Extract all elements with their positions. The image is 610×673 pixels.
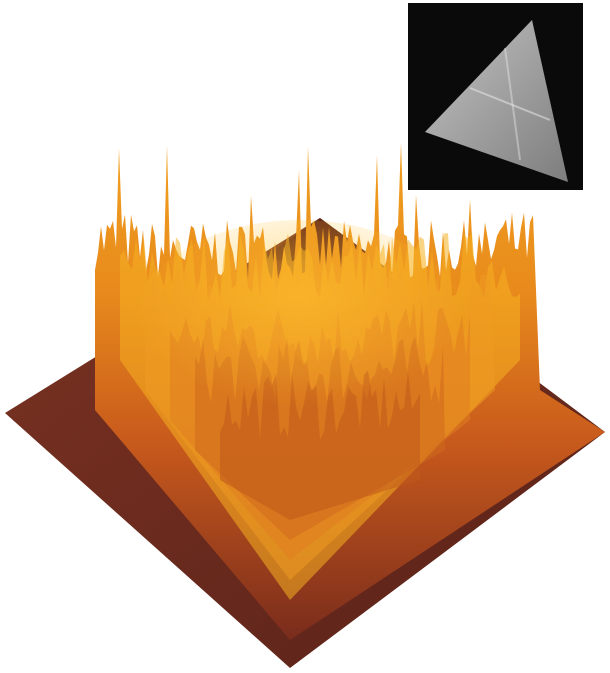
inset-streak [469, 87, 551, 121]
highlight [130, 220, 470, 440]
inset-image [408, 3, 583, 190]
inset-streak [504, 47, 521, 161]
inset-triangle [425, 20, 568, 182]
